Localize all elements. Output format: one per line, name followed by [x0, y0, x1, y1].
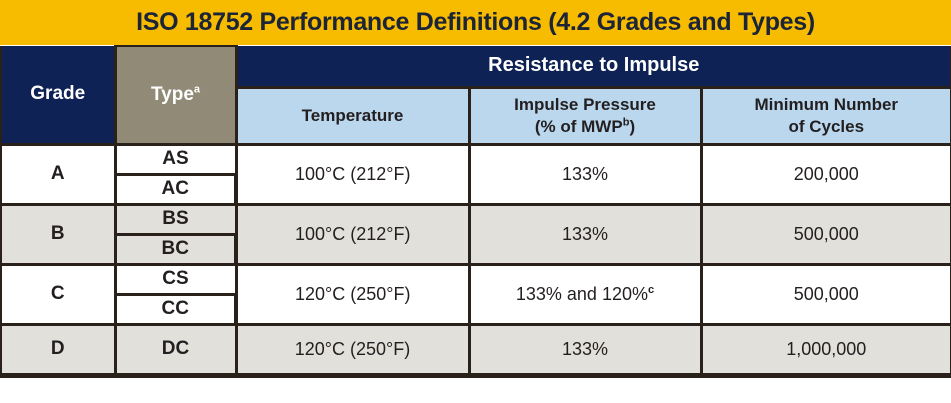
resistance-band-header: Resistance to Impulse: [234, 46, 951, 89]
type-column-header: Typea: [113, 45, 238, 146]
table-row-grade-a-sub: AC: [1, 172, 951, 206]
table-row-grade-c-sub: CC: [1, 292, 951, 326]
header-band-row: Grade Typea Resistance to Impulse: [0, 45, 951, 146]
cycles-header-line2: of Cycles: [788, 116, 865, 136]
type-cell: AS: [113, 142, 238, 176]
impulse-pressure-cell: 133%: [467, 202, 703, 266]
min-cycles-column-header: Minimum Number of Cycles: [699, 87, 951, 146]
impulse-header-line2-pre: (% of MWP: [534, 116, 623, 136]
pressure-footnote-sup: c: [647, 283, 655, 296]
pressure-value: 133%: [561, 163, 609, 184]
table-row-grade-d: D DC 120°C (250°F) 133% 1,000,000: [0, 322, 951, 378]
page-title: ISO 18752 Performance Definitions (4.2 G…: [136, 8, 815, 36]
title-bar: ISO 18752 Performance Definitions (4.2 G…: [0, 0, 951, 45]
impulse-header-line1: Impulse Pressure: [514, 95, 656, 115]
impulse-pressure-cell: 133%: [467, 322, 703, 378]
cycles-cell: 500,000: [699, 202, 951, 266]
table-row-grade-b-sub: BC: [1, 232, 951, 266]
grade-cell: D: [0, 322, 117, 378]
type-cell: AC: [114, 172, 238, 206]
temperature-column-header: Temperature: [235, 87, 471, 146]
type-cell: CC: [114, 292, 238, 326]
type-cell: CS: [113, 262, 238, 296]
type-cell: DC: [113, 322, 238, 378]
grade-cell: B: [0, 202, 117, 266]
cycles-cell: 200,000: [699, 142, 951, 206]
grade-cell: C: [0, 262, 117, 326]
table-row-grade-b: B BS 100°C (212°F) 133% 500,000: [0, 202, 951, 266]
grade-column-header: Grade: [0, 46, 117, 146]
impulse-header-line2-post: ): [629, 116, 636, 136]
type-cell: BC: [114, 232, 238, 266]
type-header-label: Type: [150, 83, 194, 105]
cycles-header-line1: Minimum Number: [754, 95, 899, 115]
type-cell: BS: [113, 202, 238, 236]
temperature-cell: 100°C (212°F): [234, 142, 471, 206]
pressure-value: 133% and 120%: [515, 283, 648, 304]
performance-table: Grade Typea Resistance to Impulse Temper…: [0, 45, 951, 378]
pressure-value: 133%: [561, 223, 609, 244]
impulse-pressure-column-header: Impulse Pressure (% of MWPb): [467, 87, 703, 146]
cycles-cell: 500,000: [699, 262, 951, 326]
impulse-header-line2: (% of MWPb): [471, 116, 700, 137]
temperature-cell: 100°C (212°F): [234, 202, 471, 266]
subheader-row: Temperature Impulse Pressure (% of MWPb)…: [1, 87, 951, 146]
grade-cell: A: [0, 142, 117, 206]
table-row-grade-c: C CS 120°C (250°F) 133% and 120%c 500,00…: [0, 262, 951, 326]
mwp-footnote-sup: b: [622, 115, 630, 128]
impulse-pressure-cell: 133% and 120%c: [467, 262, 703, 326]
type-footnote-sup: a: [193, 83, 201, 96]
temperature-cell: 120°C (250°F): [234, 262, 471, 326]
temperature-cell: 120°C (250°F): [234, 322, 471, 378]
pressure-value: 133%: [561, 338, 609, 359]
cycles-cell: 1,000,000: [699, 322, 951, 378]
table-row-grade-a: A AS 100°C (212°F) 133% 200,000: [0, 142, 951, 206]
impulse-pressure-cell: 133%: [467, 142, 703, 206]
